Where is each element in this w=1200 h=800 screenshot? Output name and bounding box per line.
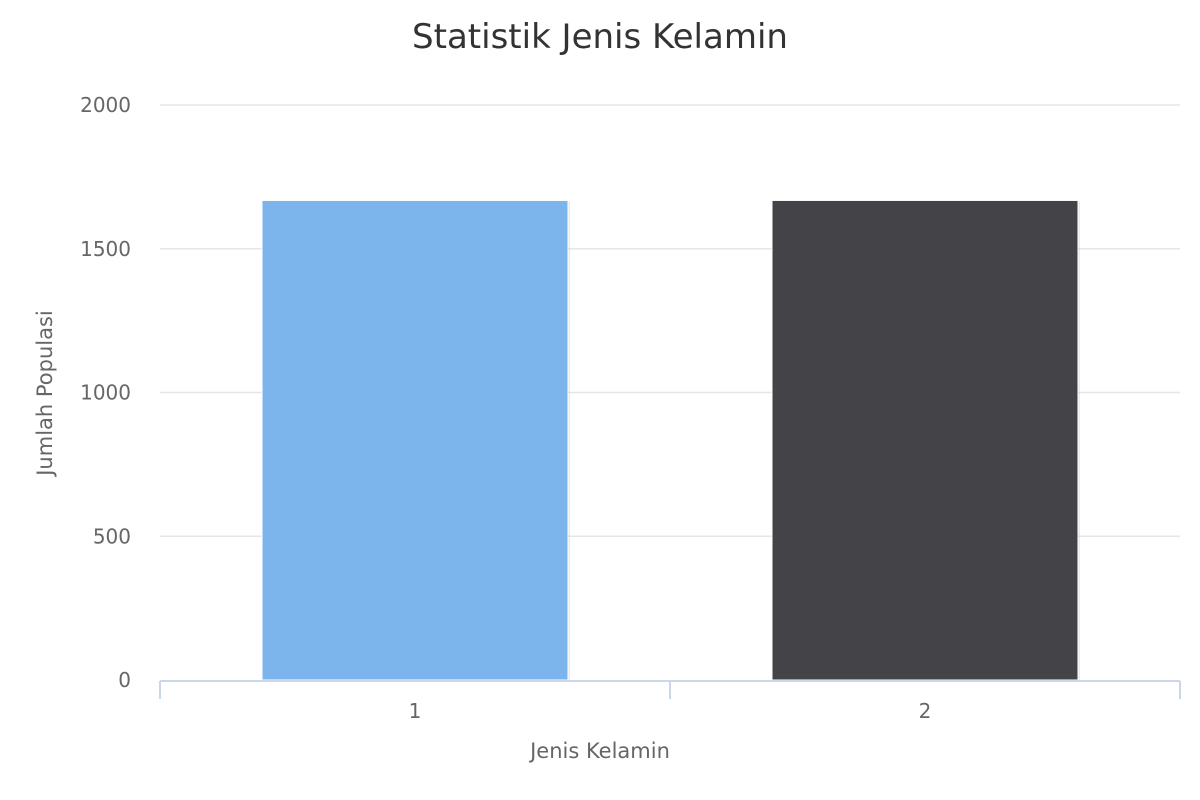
x-tick-label: 2 bbox=[919, 699, 932, 723]
x-tick-label: 1 bbox=[409, 699, 422, 723]
y-axis-label: Jumlah Populasi bbox=[33, 310, 57, 478]
y-tick-label: 1000 bbox=[80, 381, 131, 405]
bars bbox=[261, 199, 1080, 681]
y-axis-ticks: 0 500 1000 1500 2000 bbox=[80, 93, 131, 692]
y-tick-label: 0 bbox=[118, 668, 131, 692]
y-tick-label: 1500 bbox=[80, 237, 131, 261]
bar-2[interactable] bbox=[771, 199, 1079, 681]
chart-title: Statistik Jenis Kelamin bbox=[412, 17, 788, 57]
bar-1[interactable] bbox=[261, 199, 569, 681]
x-axis-label: Jenis Kelamin bbox=[528, 739, 670, 763]
y-tick-label: 500 bbox=[93, 524, 131, 548]
y-tick-label: 2000 bbox=[80, 93, 131, 117]
